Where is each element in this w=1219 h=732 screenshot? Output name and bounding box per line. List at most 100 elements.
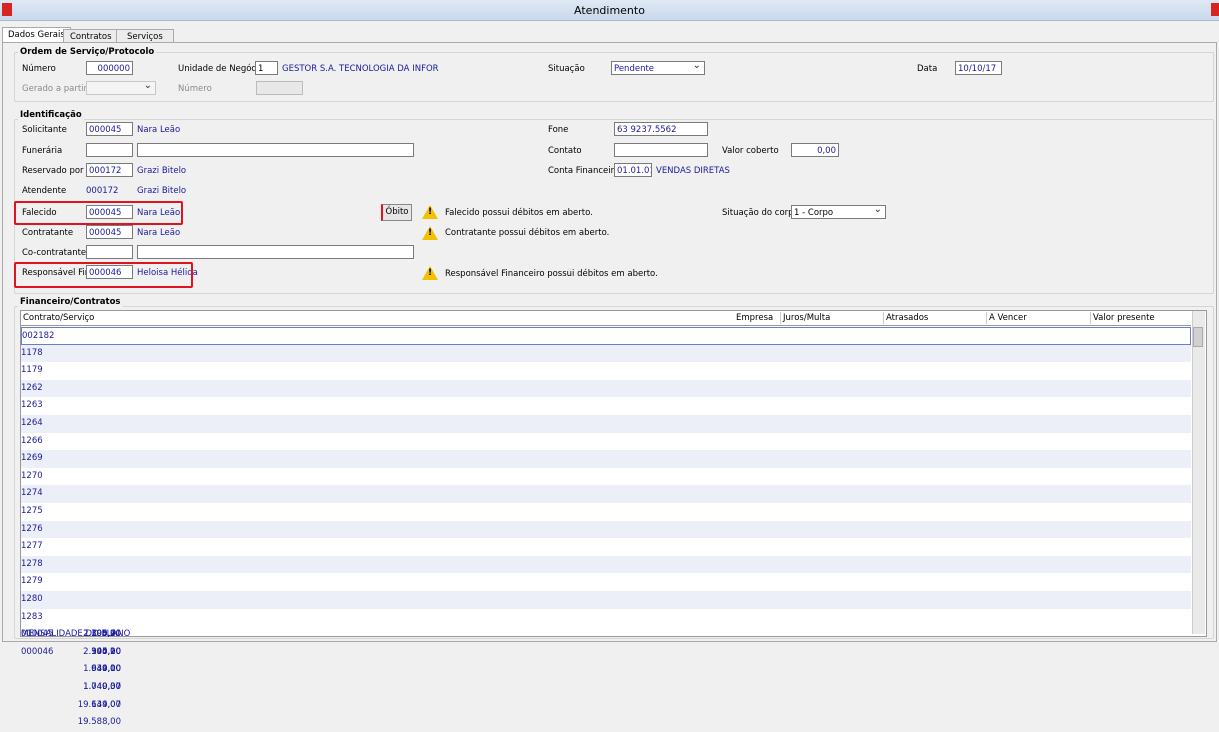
grid-row[interactable]: 1178PARCELA DO PLANO0000450,00885,005.01…: [21, 344, 1191, 463]
label: Solicitante: [22, 125, 67, 135]
label: Valor coberto: [722, 146, 779, 156]
label: Gerado a partir: [22, 84, 88, 94]
cell: 2.295,40: [83, 629, 121, 640]
cell: 1270: [21, 470, 43, 481]
title-bar: [0, 0, 1219, 21]
grid-header: [21, 311, 1191, 326]
input[interactable]: 000045: [86, 205, 133, 219]
cell: 2.395,20: [83, 629, 121, 640]
scrollbar[interactable]: [1192, 311, 1205, 634]
input[interactable]: 000172: [86, 163, 133, 177]
grid-row[interactable]: 1277PARCELA DO PLANO0000460,0099,802.295…: [21, 538, 1191, 657]
input[interactable]: 1: [255, 61, 278, 75]
warning-text: Falecido possui débitos em aberto.: [445, 208, 593, 218]
grid-row[interactable]: 1269PARCELA DO PLANO0000450,0059,901.138…: [21, 450, 1191, 569]
grid-row[interactable]: 1279PARCELA DO PLANO0000450,00104,90944,…: [21, 573, 1191, 692]
label: Atendente: [22, 186, 67, 196]
cell: 104,90: [91, 629, 121, 640]
cell: 002182: [22, 331, 55, 341]
input[interactable]: [86, 143, 133, 157]
label: Número: [22, 64, 56, 74]
group-box: [14, 52, 1214, 102]
grid-row[interactable]: 1275PARCELA DO PLANO0000460,0049,902.345…: [21, 503, 1191, 622]
highlight-box: [14, 201, 183, 225]
input: [256, 81, 303, 95]
input[interactable]: [86, 245, 133, 259]
tab[interactable]: Dados Gerais: [2, 27, 71, 42]
input[interactable]: 000000: [86, 61, 133, 75]
cell: 000045: [21, 629, 54, 640]
label: Funerária: [22, 146, 63, 156]
grid-row[interactable]: 1278PARCELA DO PLANO0000450,00104,90944,…: [21, 555, 1191, 674]
column-header: Atrasados: [883, 312, 986, 324]
grid-row[interactable]: 1276PARCELA DO PLANO0000460,0099,802.295…: [21, 520, 1191, 639]
cell: 1263: [21, 400, 43, 411]
grid-row[interactable]: 1263PARCELA DO PLANO0000450,000,00839,20…: [21, 397, 1191, 516]
value-text: 000172: [86, 186, 119, 196]
label: Co-contratante: [22, 248, 87, 258]
button[interactable]: Óbito: [381, 204, 412, 221]
input[interactable]: 10/10/17: [955, 61, 1002, 75]
cell: MENSALIDADE DO PLANO: [21, 629, 131, 640]
label: Data: [917, 64, 938, 74]
cell: 1178: [21, 347, 43, 358]
input[interactable]: [137, 143, 414, 157]
label: Fone: [548, 125, 569, 135]
value-text: Nara Leão: [137, 228, 181, 238]
cell: 1179: [21, 365, 43, 376]
cell: 1266: [21, 435, 43, 446]
value-text: Nara Leão: [137, 208, 181, 218]
label: Responsável Fin.: [22, 268, 93, 278]
grid-row[interactable]: 002182Atendimento0000450,0012,000,0012,0…: [21, 327, 1191, 447]
group-title: Ordem de Serviço/Protocolo: [18, 47, 157, 58]
warning-icon: [422, 266, 438, 280]
warning-icon: [422, 205, 438, 219]
select[interactable]: Pendente: [611, 61, 705, 75]
input[interactable]: 000045: [86, 122, 133, 136]
grid-row[interactable]: 1280PARCELA DO PLANO0000450,00639,000,00…: [21, 591, 1191, 710]
cell: 1.740,37: [83, 681, 121, 692]
value-text: Grazi Bitelo: [137, 166, 187, 176]
input[interactable]: 000046: [86, 265, 133, 279]
grid-row[interactable]: 1179PARCELA DO PLANO0000450,00885,005.01…: [21, 362, 1191, 481]
label: Conta Financeira: [548, 166, 620, 176]
cell: 1274: [21, 488, 43, 499]
cell: 1283: [21, 611, 43, 622]
select[interactable]: 1 - Corpo: [791, 205, 886, 219]
grid-row[interactable]: 1274PARCELA DO PLANO0000460,00209,80839,…: [21, 485, 1191, 604]
cell: 1269: [21, 453, 43, 464]
grid-row[interactable]: 1264MENSALIDADE DO PLANO0000460,001.740,…: [21, 415, 1191, 534]
input[interactable]: [614, 143, 708, 157]
input[interactable]: 0,00: [791, 143, 839, 157]
label: Falecido: [22, 208, 57, 218]
label: Reservado por: [22, 166, 84, 176]
group-title: Financeiro/Contratos: [18, 297, 123, 308]
input[interactable]: 000045: [86, 225, 133, 239]
column-header: Contrato/Serviço: [23, 313, 95, 323]
label: Situação: [548, 64, 585, 74]
input[interactable]: 01.01.01: [614, 163, 652, 177]
grid-row[interactable]: 1262PARCELA DO PLANO0000450,00104,90944,…: [21, 379, 1191, 498]
close-button[interactable]: [1211, 3, 1219, 16]
warning-text: Contratante possui débitos em aberto.: [445, 228, 610, 238]
cell: 19.144,07: [77, 699, 121, 710]
column-header: Juros/Multa: [780, 312, 883, 324]
app-icon: [2, 3, 12, 16]
cell: 1275: [21, 506, 43, 516]
grid-row[interactable]: 1270PARCELA DO PLANO0000450,0059,901.138…: [21, 467, 1191, 586]
warning-icon: [422, 226, 438, 240]
grid-row[interactable]: 1283 MENSALIDADE DO PLANO 000046 0,00 1.740,…: [21, 608, 1191, 727]
group-box: [14, 306, 1214, 639]
cell: 000046: [21, 646, 54, 657]
window: Atendimento Dados Gerais Contratos Servi…: [0, 0, 1219, 644]
input[interactable]: 63 9237.5562: [614, 122, 708, 136]
input[interactable]: [137, 245, 414, 259]
label: Contratante: [22, 228, 74, 238]
warning-text: Responsável Financeiro possui débitos em…: [445, 269, 658, 279]
label: Situação do corpo: [722, 208, 799, 218]
grid-row[interactable]: 1266PARCELA DO PLANO0000460,000,001.138,…: [21, 432, 1191, 551]
scroll-thumb[interactable]: [1193, 327, 1203, 347]
cell: 1280: [21, 594, 43, 604]
cell: 1264: [21, 418, 43, 428]
group-title: Identificação: [18, 110, 84, 121]
